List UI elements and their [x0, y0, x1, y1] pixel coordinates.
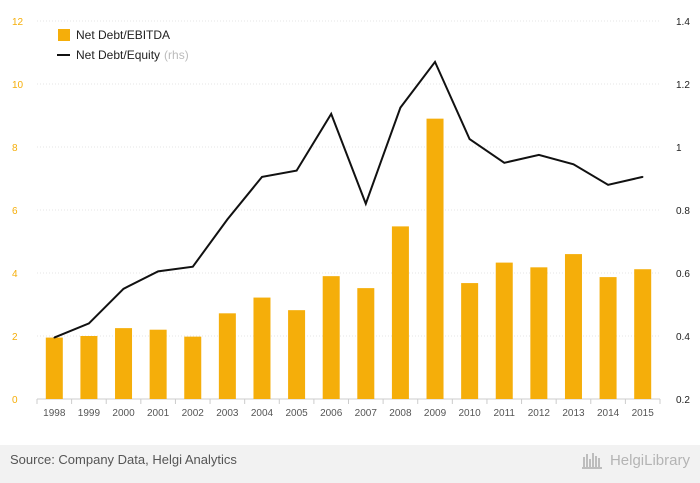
- bar-2012: [530, 267, 548, 399]
- brand-logo: HelgiLibrary: [581, 451, 690, 469]
- legend-label-rhs-note: (rhs): [164, 48, 189, 62]
- axes: 0 2 4 6 8 10 12 0.2 0.4 0.6 0.8 1 1.2 1.4 1998 1999 2000…: [12, 17, 690, 419]
- x-tick-label: 2005: [285, 408, 308, 419]
- y-right-tick-label: 1: [676, 143, 682, 154]
- equity-point-2005: [295, 169, 298, 172]
- bar-2014: [599, 277, 617, 399]
- equity-point-2006: [330, 113, 332, 115]
- bar-2007: [357, 288, 375, 399]
- y-left-tick-label: 12: [12, 17, 24, 28]
- x-tick-label: 2002: [182, 408, 205, 419]
- bar-2006: [322, 276, 340, 399]
- bars-net-debt-ebitda: [45, 118, 652, 400]
- equity-point-2011: [503, 161, 506, 164]
- y-left-tick-label: 0: [12, 395, 18, 406]
- bar-2008: [391, 226, 409, 399]
- bar-2001: [149, 329, 167, 399]
- legend-label-ebitda: Net Debt/EBITDA: [76, 28, 170, 42]
- equity-point-2013: [572, 163, 575, 166]
- legend-swatch-ebitda: [58, 29, 70, 41]
- bar-2011: [495, 262, 513, 399]
- bar-2004: [253, 297, 271, 399]
- y-right-tick-label: 1.2: [676, 80, 690, 91]
- equity-point-2007: [365, 202, 367, 205]
- equity-point-1999: [88, 322, 90, 325]
- bar-2015: [634, 269, 652, 399]
- x-tick-label: 2007: [355, 408, 378, 419]
- y-left-tick-label: 6: [12, 206, 18, 217]
- source-text: Source: Company Data, Helgi Analytics: [10, 452, 237, 467]
- y-left-tick-label: 4: [12, 269, 18, 280]
- bar-2002: [184, 336, 202, 399]
- bar-1998: [45, 337, 63, 399]
- bar-2003: [218, 313, 236, 399]
- chart-svg: 0 2 4 6 8 10 12 0.2 0.4 0.6 0.8 1 1.2 1.4 1998 1999 2000…: [12, 17, 690, 419]
- equity-point-2008: [399, 106, 402, 109]
- x-tick-label: 2010: [459, 408, 482, 419]
- x-tick-label: 1998: [43, 408, 66, 419]
- equity-point-2004: [261, 176, 263, 178]
- equity-point-1998: [53, 336, 56, 339]
- legend: Net Debt/EBITDA Net Debt/Equity (rhs): [57, 28, 189, 62]
- equity-line: [53, 59, 643, 339]
- y-right-tick-label: 0.8: [676, 206, 690, 217]
- equity-point-2002: [191, 265, 194, 268]
- x-tick-label: 2008: [389, 408, 412, 419]
- equity-point-2014: [607, 184, 609, 186]
- x-tick-label: 2000: [112, 408, 135, 419]
- x-tick-label: 2006: [320, 408, 343, 419]
- bar-2010: [461, 283, 479, 399]
- x-tick-label: 2009: [424, 408, 447, 419]
- equity-point-2001: [157, 270, 159, 273]
- equity-point-2009: [434, 61, 436, 63]
- y-left-tick-label: 2: [12, 332, 18, 343]
- legend-label-equity: Net Debt/Equity (rhs): [76, 48, 189, 62]
- legend-label-equity-name: Net Debt/Equity: [76, 48, 160, 62]
- equity-point-2012: [538, 154, 540, 156]
- x-tick-label: 2015: [632, 408, 655, 419]
- x-tick-label: 2001: [147, 408, 170, 419]
- equity-point-2015: [641, 176, 644, 178]
- y-right-tick-label: 1.4: [676, 17, 690, 28]
- equity-point-2010: [468, 138, 471, 140]
- y-right-tick-label: 0.2: [676, 395, 690, 406]
- x-tick-label: 2003: [216, 408, 239, 419]
- equity-point-2003: [226, 218, 229, 221]
- y-left-tick-label: 10: [12, 80, 24, 91]
- x-tick-label: 1999: [78, 408, 101, 419]
- bar-2013: [564, 254, 582, 399]
- y-right-tick-label: 0.6: [676, 269, 690, 280]
- library-bars-icon: [581, 451, 606, 469]
- x-tick-label: 2011: [493, 408, 515, 419]
- bar-2000: [115, 328, 133, 399]
- bar-2005: [288, 310, 306, 399]
- y-left-tick-label: 8: [12, 143, 18, 154]
- x-tick-label: 2013: [562, 408, 585, 419]
- bar-2009: [426, 118, 444, 400]
- x-tick-label: 2012: [528, 408, 551, 419]
- x-tick-label: 2004: [251, 408, 274, 419]
- footer: Source: Company Data, Helgi Analytics He…: [0, 445, 700, 483]
- brand-name: HelgiLibrary: [609, 451, 690, 469]
- x-tick-label: 2014: [597, 408, 620, 419]
- equity-point-2000: [122, 287, 125, 290]
- y-right-tick-label: 0.4: [676, 332, 690, 343]
- chart-area: 0 2 4 6 8 10 12 0.2 0.4 0.6 0.8 1 1.2 1.4 1998 1999 2000…: [12, 17, 690, 419]
- bar-1999: [80, 336, 98, 399]
- line-net-debt-equity: [53, 59, 644, 339]
